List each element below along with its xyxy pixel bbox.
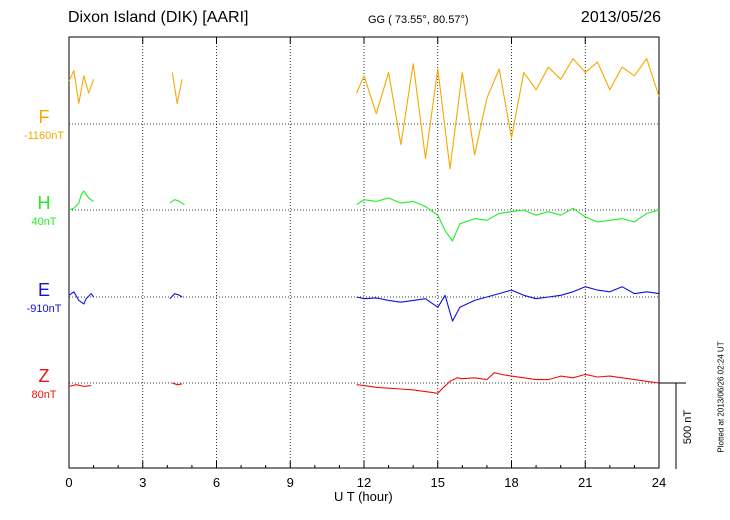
x-tick-label-21: 21 [578,475,592,490]
x-tick-label-9: 9 [287,475,294,490]
x-tick-label-15: 15 [431,475,445,490]
x-tick-label-0: 0 [65,475,72,490]
series-line-h [68,190,660,242]
scale-bar-label: 500 nT [682,409,694,445]
channel-baseline-h: 40nT [31,216,57,228]
channel-letter-e: E [37,280,50,300]
plotted-timestamp: Plotted at 2013/06/26 02:24 UT [716,341,726,453]
x-axis-label: U T (hour) [334,489,393,504]
channel-baseline-f: -1160nT [23,130,65,142]
channel-letter-z: Z [38,366,50,386]
chart-date: 2013/05/26 [580,9,661,26]
x-tick-label-12: 12 [357,475,371,490]
channel-letter-f: F [38,107,50,127]
x-tick-label-6: 6 [213,475,220,490]
channel-letter-h: H [37,193,51,213]
chart-title: Dixon Island (DIK) [AARI] [68,9,249,26]
x-tick-label-3: 3 [139,475,146,490]
series-line-f [68,58,660,170]
channel-baseline-e: -910nT [26,303,62,315]
channel-baseline-z: 80nT [31,389,57,401]
series-line-z [68,372,660,394]
x-tick-label-24: 24 [652,475,666,490]
series-line-e [68,286,660,322]
station-coordinates: GG ( 73.55°, 80.57°) [368,14,469,26]
x-tick-label-18: 18 [504,475,518,490]
